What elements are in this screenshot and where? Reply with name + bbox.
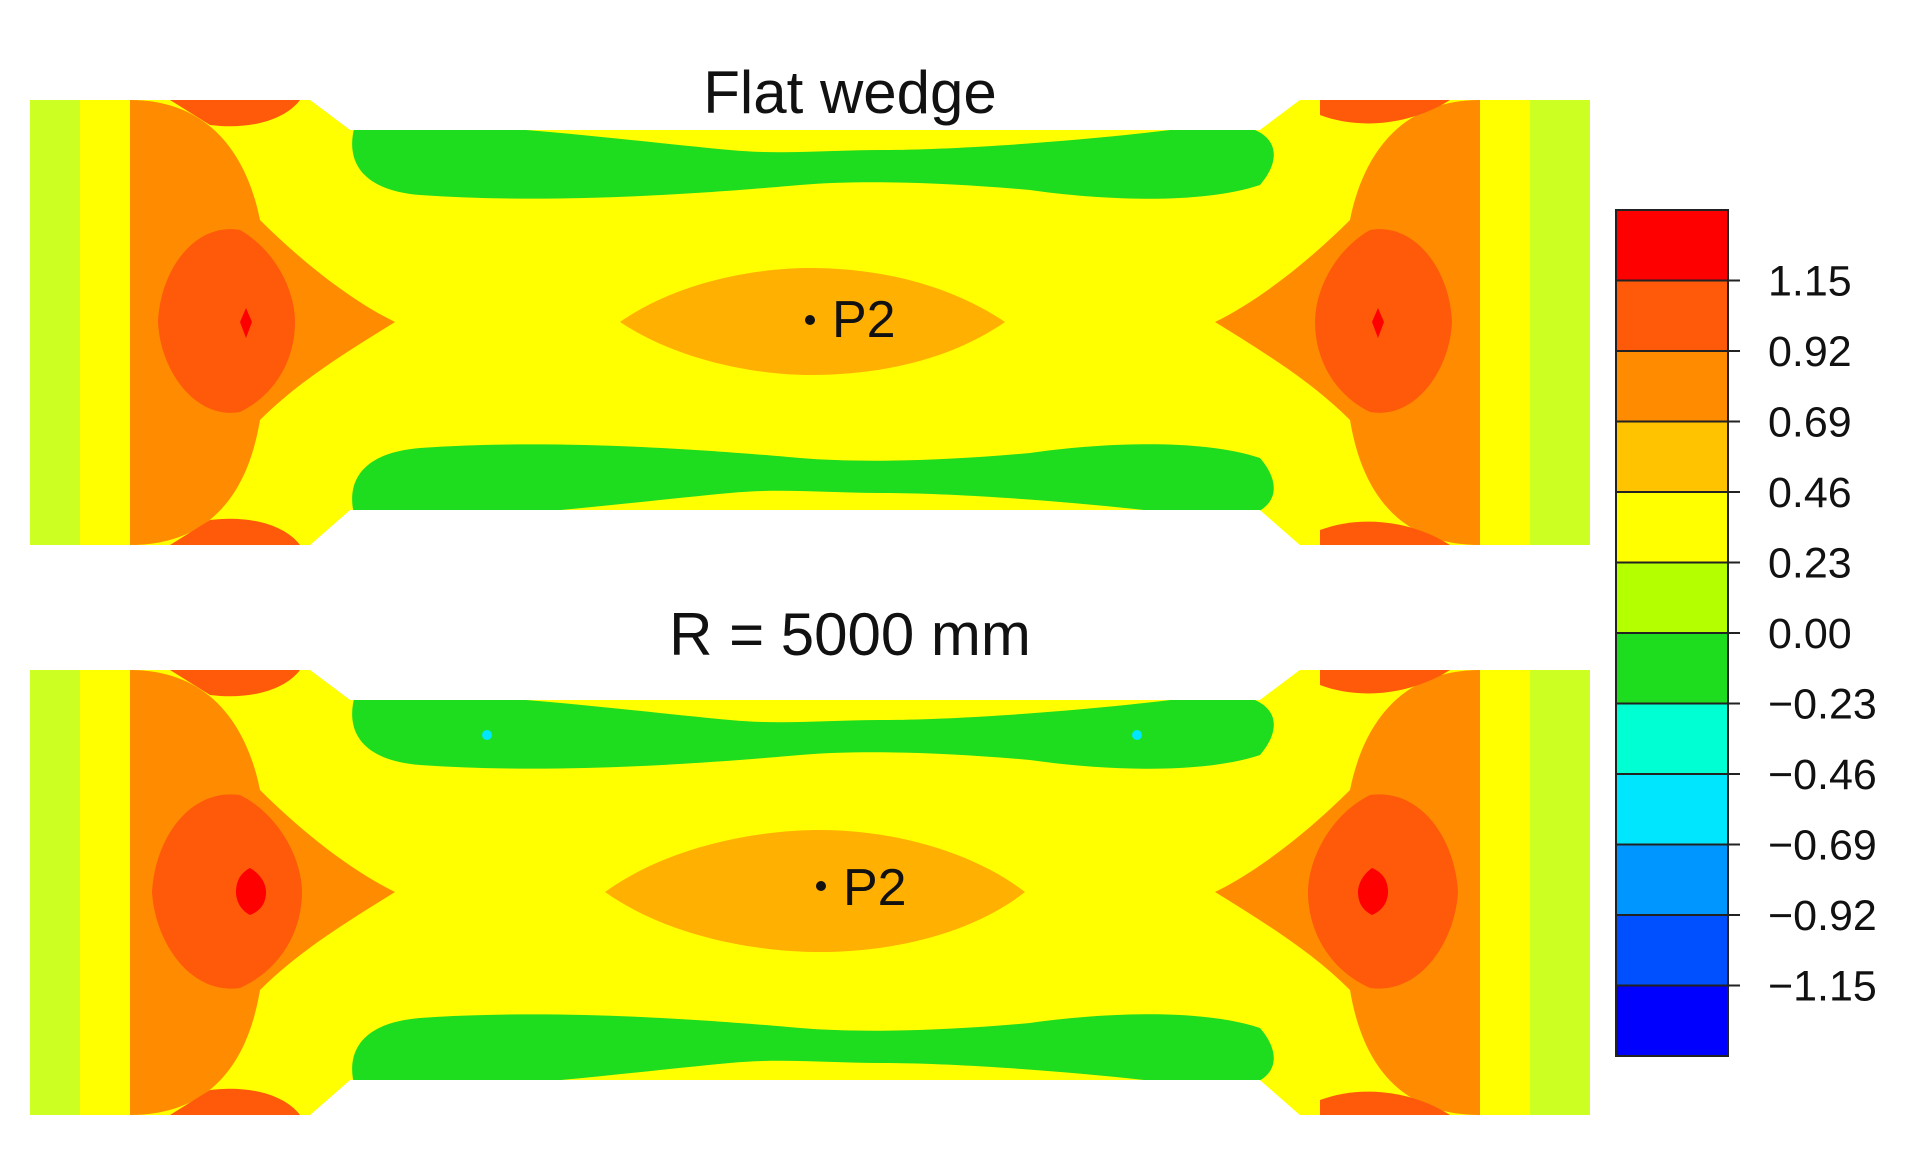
region-red-left bbox=[236, 868, 266, 915]
region-dark-orange-left bbox=[158, 229, 295, 413]
legend-label: 0.00 bbox=[1768, 610, 1852, 658]
region-dark-orange-left bbox=[152, 794, 302, 989]
legend-label: 0.69 bbox=[1768, 399, 1852, 447]
color-legend: 1.15 0.92 0.69 0.46 0.23 0.00 −0.23 −0.46 −0.69 −… bbox=[1615, 209, 1877, 1057]
legend-swatch bbox=[1616, 492, 1728, 563]
region-dark-orange-corner-tl bbox=[170, 670, 300, 697]
region-green-lower bbox=[352, 1014, 1274, 1089]
region-dark-orange-corner-bl bbox=[170, 518, 300, 545]
region-dark-orange-corner-br bbox=[1320, 521, 1450, 545]
region-red-right bbox=[1358, 868, 1388, 915]
region-red-left bbox=[240, 308, 252, 338]
legend-label: −0.46 bbox=[1768, 751, 1877, 799]
region-green-lower bbox=[352, 444, 1274, 519]
region-center-lens bbox=[605, 830, 1025, 952]
region-dark-orange-corner-tl bbox=[170, 100, 300, 127]
legend-swatch bbox=[1616, 562, 1728, 634]
legend-swatch bbox=[1616, 844, 1728, 916]
point-p2-marker bbox=[805, 315, 815, 325]
region-green-upper bbox=[352, 124, 1274, 199]
legend-label: 0.46 bbox=[1768, 469, 1852, 517]
region-dark-orange-corner-bl bbox=[170, 1088, 300, 1115]
legend-swatch bbox=[1616, 633, 1728, 704]
legend-swatch bbox=[1616, 351, 1728, 422]
legend-label: −0.69 bbox=[1768, 822, 1877, 870]
panel-title-radius: R = 5000 mm bbox=[669, 601, 1031, 668]
point-p2-label: P2 bbox=[843, 859, 907, 917]
legend-label: −0.23 bbox=[1768, 681, 1877, 729]
region-green-upper bbox=[352, 694, 1274, 769]
legend-swatch bbox=[1616, 421, 1728, 493]
legend-label: 0.23 bbox=[1768, 540, 1852, 588]
point-p2-marker bbox=[816, 881, 826, 891]
legend-label: 0.92 bbox=[1768, 328, 1852, 376]
legend-swatch bbox=[1616, 985, 1728, 1057]
legend-swatch bbox=[1616, 915, 1728, 986]
region-dark-orange-corner-tr bbox=[1320, 100, 1450, 124]
region-cyan-spot-right bbox=[1132, 730, 1142, 740]
legend-swatch bbox=[1616, 703, 1728, 775]
legend-label: −1.15 bbox=[1768, 963, 1877, 1011]
point-p2-label: P2 bbox=[832, 291, 896, 349]
region-cyan-spot-left bbox=[482, 730, 492, 740]
region-red-right bbox=[1372, 308, 1384, 338]
specimen-contour-bottom bbox=[30, 670, 1590, 1115]
legend-label: −0.92 bbox=[1768, 892, 1877, 940]
panel-title-flat-wedge: Flat wedge bbox=[703, 59, 997, 126]
legend-swatch bbox=[1616, 280, 1728, 352]
region-dark-orange-corner-br bbox=[1320, 1091, 1450, 1115]
specimen-contour-top bbox=[30, 100, 1590, 545]
legend-swatch bbox=[1616, 774, 1728, 845]
region-dark-orange-corner-tr bbox=[1320, 670, 1450, 694]
legend-swatch bbox=[1616, 210, 1728, 281]
legend-label: 1.15 bbox=[1768, 258, 1852, 306]
